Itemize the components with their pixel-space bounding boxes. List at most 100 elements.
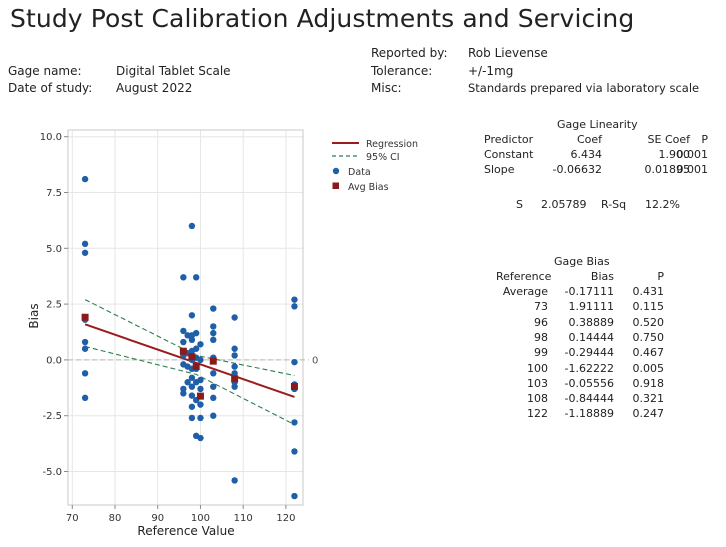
data-point [81, 345, 89, 352]
linearity-row-slope-coef: -0.06632 [552, 163, 602, 176]
bias-row-p: 0.918 [632, 376, 665, 390]
zero-reference-label: 0 [312, 355, 318, 366]
reported-by-value: Rob Lievense [468, 46, 548, 60]
bias-row-reference: Average [502, 285, 548, 298]
bias-row-bias: -1.62222 [564, 361, 614, 375]
linearity-rsq-label: R-Sq [601, 198, 627, 211]
y-tick-label: 2.5 [46, 300, 62, 311]
data-point [197, 401, 204, 408]
bias-row-bias: 1.91111 [568, 300, 615, 314]
data-point [210, 305, 217, 312]
avg-bias-marker [231, 375, 239, 383]
data-point [231, 477, 238, 484]
bias-row-bias: -0.84444 [564, 392, 614, 406]
data-point [231, 363, 238, 370]
data-point [210, 394, 217, 402]
bias-row-bias: 0.38889 [568, 315, 615, 329]
linearity-header-predictor: Predictor [484, 133, 534, 146]
data-point [231, 345, 238, 352]
x-tick-label: 100 [191, 513, 210, 524]
bias-row-p: 0.321 [632, 392, 665, 406]
data-point [210, 370, 217, 377]
y-tick-label: 5.0 [46, 244, 62, 255]
data-point [192, 329, 200, 337]
y-tick-label: 10.0 [40, 132, 62, 143]
linearity-row-constant-p: 0.001 [676, 148, 709, 161]
data-point [210, 323, 217, 330]
data-point [231, 314, 238, 321]
data-point [291, 492, 298, 500]
linearity-header-p: P [701, 133, 708, 146]
linearity-s-label: S [516, 198, 523, 211]
data-point [188, 336, 196, 344]
tolerance-value: +/-1mg [468, 64, 514, 78]
date-label: Date of study: [8, 81, 93, 95]
gage-name-value: Digital Tablet Scale [116, 64, 231, 78]
data-point [197, 385, 204, 393]
data-point [180, 338, 187, 346]
bias-row-reference: 100 [527, 361, 548, 375]
data-point [188, 392, 196, 399]
data-point [180, 385, 187, 393]
x-tick-label: 70 [66, 513, 79, 524]
data-point [231, 383, 238, 390]
bias-row-reference: 108 [527, 392, 548, 406]
bias-row-p: 0.005 [632, 361, 665, 375]
data-point [210, 329, 217, 337]
data-point [192, 274, 200, 281]
data-point [188, 374, 196, 381]
ci-lower-line [84, 345, 295, 426]
data-point [81, 338, 89, 346]
linearity-row-constant-coef: 6.434 [570, 148, 603, 161]
y-tick-label: 7.5 [46, 188, 62, 199]
bias-row-reference: 99 [534, 346, 548, 360]
bias-row-bias: -0.05556 [564, 376, 614, 390]
data-point [291, 358, 298, 366]
data-point [81, 249, 89, 256]
legend-ci-label: 95% CI [366, 152, 400, 163]
data-point [197, 376, 204, 384]
bias-row-p: 0.520 [632, 315, 665, 329]
legend-data-label: Data [348, 167, 371, 178]
bias-row-reference: 96 [534, 315, 548, 329]
date-value: August 2022 [116, 81, 193, 95]
legend-avg-bias-marker [332, 182, 339, 189]
bias-row-p: 0.431 [632, 285, 665, 298]
avg-bias-marker [192, 362, 200, 370]
data-point [197, 434, 204, 442]
bias-row-bias: -0.17111 [564, 285, 614, 298]
legend-regression-label: Regression [366, 139, 418, 150]
data-point [188, 222, 196, 230]
data-point [210, 336, 217, 344]
x-tick-label: 80 [109, 513, 122, 524]
data-point [180, 390, 187, 397]
data-point [231, 370, 238, 377]
legend-avg-bias-label: Avg Bias [348, 182, 389, 193]
x-tick-label: 110 [234, 513, 253, 524]
data-point [210, 412, 217, 419]
data-point [192, 345, 200, 352]
linearity-title: Gage Linearity [557, 118, 638, 131]
bias-row-p: 0.115 [632, 300, 665, 314]
linearity-row-constant-se: 1.900 [658, 148, 691, 161]
linearity-s-value: 2.05789 [541, 198, 587, 211]
avg-bias-marker [290, 382, 298, 390]
bias-row-p: 0.247 [632, 407, 665, 421]
gage-name-label: Gage name: [8, 64, 82, 78]
linearity-header-se-coef: SE Coef [647, 133, 690, 146]
misc-value: Standards prepared via laboratory scale [468, 81, 700, 95]
data-point [291, 296, 298, 303]
bias-header-bias: Bias [590, 270, 614, 283]
data-point [81, 240, 89, 248]
data-point [81, 175, 89, 183]
data-point [197, 414, 204, 422]
y-tick-label: 0.0 [46, 355, 62, 366]
data-point [188, 403, 196, 410]
avg-bias-marker [179, 347, 187, 355]
data-point [81, 394, 89, 402]
avg-bias-markers [81, 313, 298, 400]
legend-data-marker [332, 167, 340, 175]
bias-row-reference: 103 [527, 376, 548, 390]
tolerance-label: Tolerance: [371, 64, 433, 78]
data-point [188, 414, 196, 422]
